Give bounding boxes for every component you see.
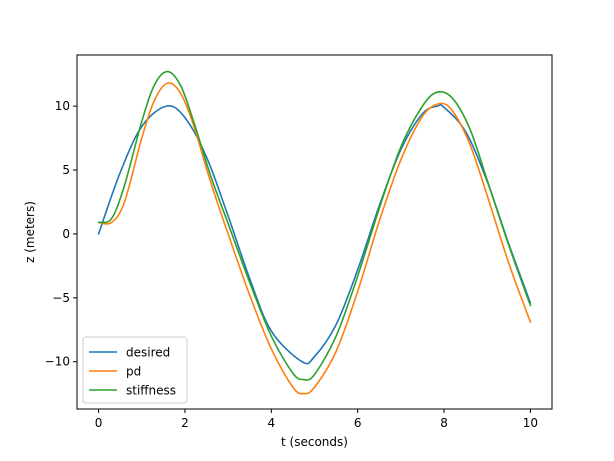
data-lines	[97, 70, 532, 395]
plot-frame	[76, 54, 553, 410]
x-tick-label: 4	[267, 416, 275, 430]
x-tick-label: 6	[354, 416, 362, 430]
y-axis-label: z (meters)	[23, 201, 37, 263]
y-tick-label: 0	[62, 227, 70, 241]
x-tick-label: 10	[523, 416, 538, 430]
series-line-pd	[97, 82, 532, 395]
legend-label-pd: pd	[126, 365, 141, 379]
legend-label-desired: desired	[126, 346, 170, 360]
series-line-stiffness	[97, 70, 532, 381]
x-tick-label: 2	[181, 416, 189, 430]
y-tick-label: 10	[55, 99, 70, 113]
y-tick-label: −10	[45, 355, 70, 369]
x-axis-ticks: 0 2 4 6 8 10	[95, 409, 538, 430]
legend-box	[82, 336, 188, 404]
y-tick-label: 5	[62, 163, 70, 177]
y-tick-label: −5	[52, 291, 70, 305]
x-tick-label: 8	[440, 416, 448, 430]
legend: desired pd stiffness	[82, 336, 188, 404]
x-tick-label: 0	[95, 416, 103, 430]
legend-label-stiffness: stiffness	[126, 384, 176, 398]
x-axis-label: t (seconds)	[281, 435, 348, 449]
y-axis-ticks: −10 −5 0 5 10	[45, 99, 77, 369]
series-line-desired	[97, 103, 532, 365]
